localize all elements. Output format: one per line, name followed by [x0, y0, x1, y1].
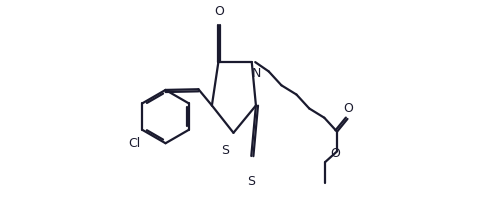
Text: O: O [343, 102, 353, 115]
Text: S: S [221, 144, 229, 157]
Text: O: O [215, 5, 224, 18]
Text: S: S [247, 175, 255, 188]
Text: O: O [330, 147, 340, 160]
Text: Cl: Cl [129, 137, 141, 150]
Text: N: N [252, 67, 261, 80]
